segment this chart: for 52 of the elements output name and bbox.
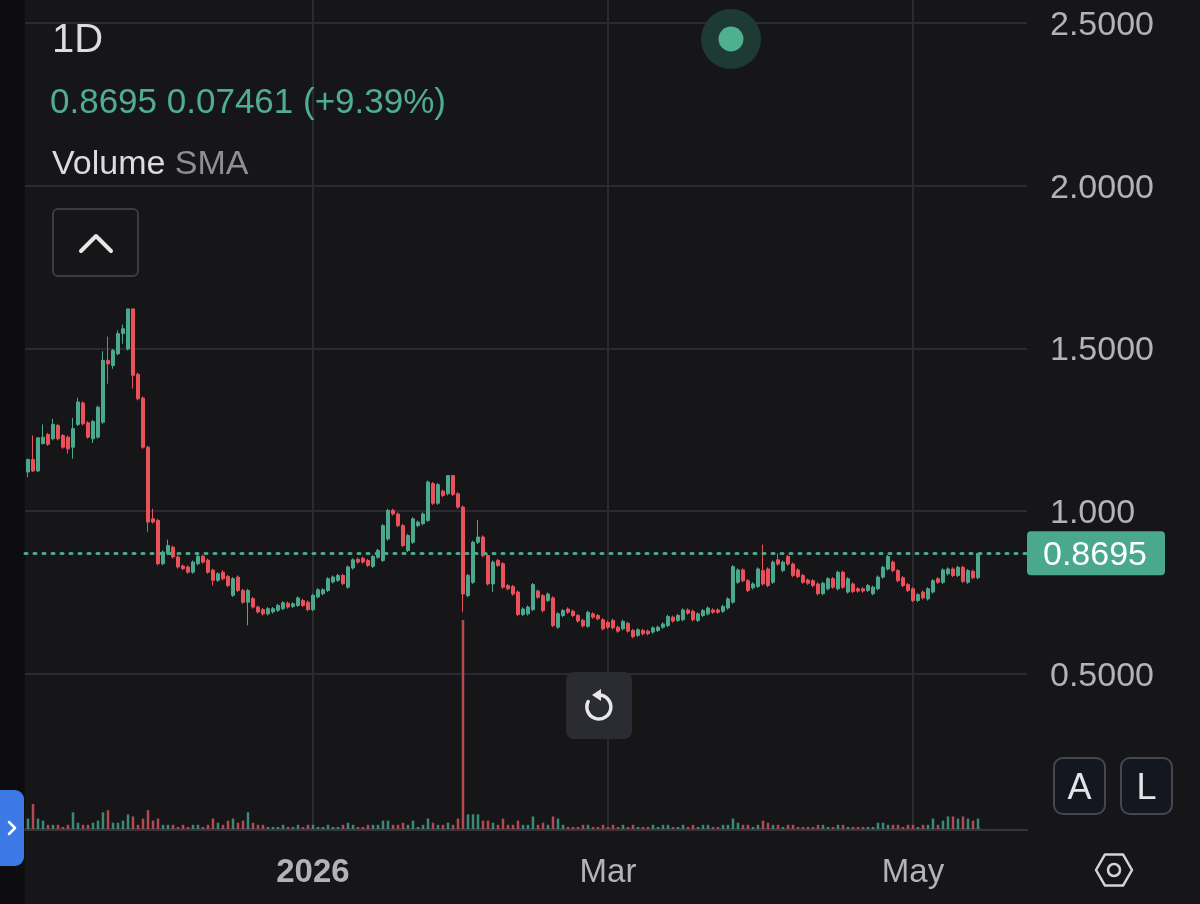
candlestick — [76, 397, 80, 427]
candlestick — [921, 589, 925, 601]
candlestick — [671, 615, 675, 624]
candlestick — [31, 435, 35, 473]
candlestick — [546, 591, 550, 603]
y-tick-label: 1.5000 — [1050, 329, 1154, 368]
candlestick — [636, 627, 640, 638]
candlestick — [621, 619, 625, 631]
candlestick — [841, 570, 845, 590]
y-tick-label: 2.0000 — [1050, 166, 1154, 205]
candlestick — [781, 559, 785, 573]
candlestick — [436, 482, 440, 506]
chart-title: 1D — [52, 15, 104, 62]
candlestick — [961, 565, 965, 584]
candlestick — [51, 418, 55, 441]
candlestick — [106, 336, 110, 385]
text: 0.8695 0.07461 (+9.39%) — [50, 80, 447, 122]
candlestick — [586, 610, 590, 629]
y-tick-label: 2.5000 — [1050, 3, 1154, 42]
x-tick-label: Mar — [579, 852, 637, 889]
candlestick — [916, 592, 920, 603]
square-button: A — [1053, 757, 1106, 815]
candlestick — [846, 576, 850, 595]
candlestick — [246, 588, 250, 626]
candlestick — [551, 595, 555, 628]
x-tick-label: 2026 — [276, 852, 350, 889]
candlestick — [831, 576, 835, 590]
candlestick — [491, 559, 495, 593]
candlestick — [26, 458, 30, 478]
candlestick — [231, 576, 235, 598]
candlestick — [956, 565, 960, 578]
candlestick — [441, 489, 445, 498]
candlestick — [46, 432, 50, 447]
y-tick-label: 1.000 — [1050, 492, 1136, 531]
candlestick — [771, 559, 775, 585]
ref-line-label: 0.8695 — [1043, 534, 1147, 573]
candlestick — [216, 571, 220, 583]
y-tick-label: 0.5000 — [1050, 654, 1154, 693]
annotation: Volume SMA — [52, 143, 249, 181]
candlestick — [951, 566, 955, 578]
candlestick — [341, 573, 345, 586]
candlestick — [971, 569, 975, 580]
x-tick-label: May — [881, 852, 945, 889]
candlestick — [966, 568, 970, 585]
square-button: L — [1120, 757, 1173, 815]
candlestick — [71, 417, 75, 460]
candlestick — [286, 601, 290, 610]
candlestick — [936, 576, 940, 585]
candlestick — [776, 552, 780, 567]
candlestick — [836, 570, 840, 591]
candlestick — [446, 475, 450, 496]
candlestick — [431, 481, 435, 506]
